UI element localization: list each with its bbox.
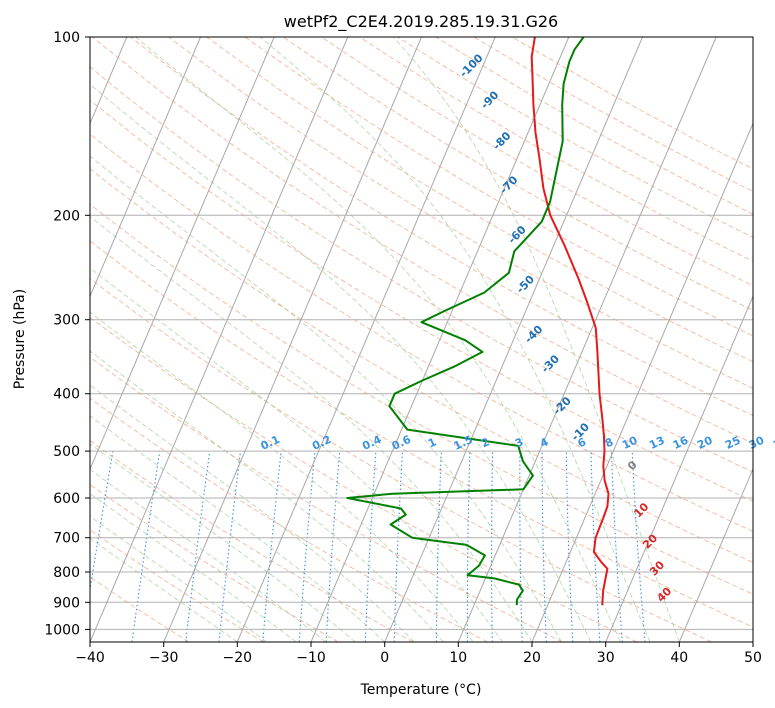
dry-adiabat [168,37,753,389]
plot-frame [89,36,754,643]
moist-adiabat [90,415,385,642]
dry-adiabat [90,356,563,642]
isotherm-line [90,37,349,642]
x-tick-label: −40 [75,650,105,666]
line-label: 10 [620,434,640,452]
mixing-ratio-line [218,451,242,642]
isotherm-line [384,37,643,642]
series-line [346,37,585,606]
isotherm-line [163,37,422,642]
dry-adiabat [244,37,753,337]
x-tick-label: 10 [449,650,467,666]
x-tick-label: 40 [670,650,688,666]
moist-adiabat [90,515,268,642]
x-tick-label: −30 [149,650,179,666]
series-lines [346,37,610,606]
line-label: 25 [723,434,742,452]
isotherm-line [457,37,717,642]
x-tick-label: 20 [523,650,541,666]
chart-title: wetPf2_C2E4.2019.285.19.31.G26 [284,12,558,32]
line-label: 36 [771,434,775,452]
isotherm-line [310,37,570,642]
moist-adiabat [90,492,297,642]
isotherm-line [90,37,201,298]
moist-adiabat [90,155,562,642]
moist-adiabat [90,443,356,642]
moist-adiabat [90,215,533,642]
moist-adiabat [135,37,621,642]
series-line [530,37,610,606]
line-label: 30 [747,434,767,452]
y-axis-ticks: 100 200 300 400 500 600 700 800 900 1000 [44,30,90,638]
dry-adiabat [282,37,753,311]
dry-adiabat [90,529,264,642]
y-tick-label: 300 [53,313,80,329]
y-tick-label: 900 [53,595,80,611]
dry-adiabat [90,316,638,642]
isotherm-line [90,37,275,471]
skewed-isotherms [90,37,753,642]
y-tick-label: 100 [53,30,80,46]
x-axis-ticks: −40 −30 −20 −10 0 10 20 30 40 50 [75,642,762,666]
mixing-ratio-line [631,451,646,642]
dry-adiabat [90,133,753,532]
moist-adiabat [90,468,326,642]
y-axis-label: Pressure (hPa) [12,289,28,389]
mixing-ratio-line [262,451,282,642]
y-tick-label: 500 [53,444,80,460]
line-label: 13 [647,434,666,452]
y-tick-label: 600 [53,491,80,507]
dry-adiabat [90,278,712,642]
y-tick-label: 700 [53,531,80,547]
isobar-gridlines [90,37,753,630]
isotherm-line [531,122,753,642]
y-tick-label: 800 [53,565,80,581]
y-tick-label: 200 [53,208,80,224]
mixing-ratio-line [90,451,114,594]
isotherm-line [605,295,753,642]
dry-adiabat [90,484,339,642]
y-tick-label: 400 [53,387,80,403]
dry-adiabat [90,66,753,473]
x-tick-label: 50 [744,650,762,666]
moist-adiabat [90,83,592,642]
x-tick-label: 30 [597,650,615,666]
dry-adiabat [90,397,488,642]
isotherm-line [236,37,496,642]
dry-adiabat [90,203,753,595]
moist-adiabat [90,537,238,642]
mixing-ratio-line [185,451,211,642]
moist-adiabat [90,350,444,642]
x-tick-label: −10 [296,650,326,666]
x-axis-label: Temperature (°C) [360,682,482,698]
moist-adiabat [392,37,680,642]
isotherm-line [678,467,753,642]
x-tick-label: 0 [380,650,389,666]
line-label: 20 [695,434,715,452]
dry-adiabat [206,37,753,363]
mixing-ratio-line [298,451,316,642]
dry-adiabat [90,99,753,502]
dry-adiabat [90,240,753,628]
dry-adiabat [90,168,753,563]
y-tick-label: 1000 [44,622,80,638]
line-label: 16 [671,434,691,452]
x-tick-label: −20 [223,650,253,666]
moist-adiabat [90,267,503,642]
